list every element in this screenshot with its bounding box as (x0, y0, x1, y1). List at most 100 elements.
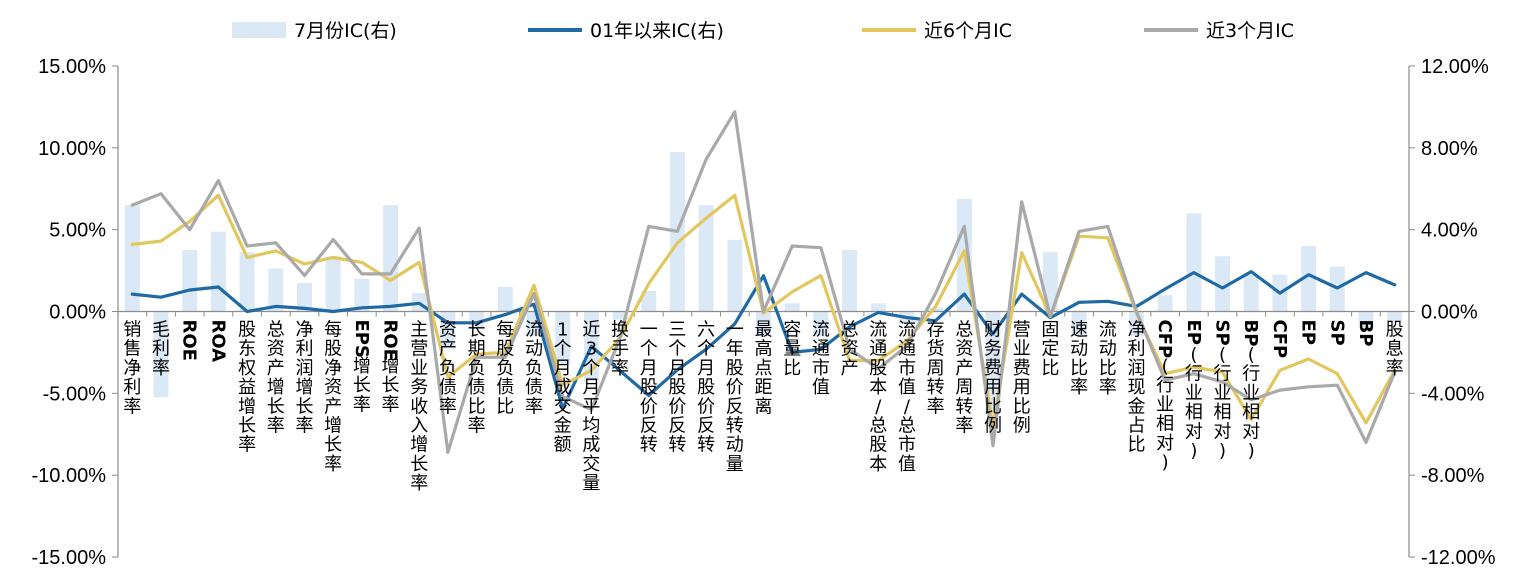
bar-30 (985, 311, 1001, 414)
bar-15 (555, 311, 571, 365)
svg-text:流: 流 (898, 320, 916, 341)
svg-text:总: 总 (841, 320, 859, 341)
axes-group: 15.00%10.00%5.00%0.00%-5.00%-10.00%-15.0… (32, 56, 1496, 569)
svg-text:周: 周 (927, 358, 945, 379)
svg-text:负: 负 (439, 358, 457, 379)
svg-text:业: 业 (1156, 394, 1174, 415)
svg-text:周: 周 (955, 377, 973, 398)
svg-text:债: 债 (525, 377, 543, 398)
svg-text:对: 对 (1185, 421, 1203, 442)
svg-text:利: 利 (152, 339, 170, 360)
svg-text:价: 价 (726, 377, 744, 398)
svg-text:近: 近 (582, 320, 600, 341)
svg-text:业: 业 (410, 358, 428, 379)
svg-text:率: 率 (611, 358, 629, 379)
svg-text:金: 金 (1127, 396, 1145, 417)
left-tick-label: -5.00% (43, 383, 107, 405)
svg-text:产: 产 (324, 396, 342, 417)
svg-text:成: 成 (554, 377, 572, 398)
svg-text:一: 一 (640, 320, 658, 341)
svg-text:利: 利 (123, 377, 141, 398)
svg-text:个: 个 (582, 358, 600, 379)
svg-text:行: 行 (1156, 375, 1174, 396)
bar-9 (383, 205, 399, 312)
svg-text:股: 股 (869, 435, 887, 456)
svg-text:(: ( (1162, 356, 1169, 377)
legend: 7月份IC(右) 01年以来IC(右) 近6个月IC 近3个月IC (232, 20, 1294, 42)
svg-text:权: 权 (238, 358, 256, 379)
svg-text:长: 长 (382, 375, 400, 396)
category-label: 换手率 (611, 320, 629, 379)
bar-44 (1387, 311, 1403, 322)
svg-text:比: 比 (496, 396, 514, 417)
left-tick-label: 0.00% (49, 302, 106, 324)
svg-text:增: 增 (295, 377, 313, 398)
svg-text:): ) (1219, 441, 1226, 462)
right-tick-label: 0.00% (1421, 302, 1478, 324)
svg-text:总: 总 (955, 320, 973, 341)
svg-text:/: / (875, 396, 882, 417)
category-label: 毛利率 (152, 320, 170, 379)
category-label: 固定比 (1041, 320, 1059, 379)
svg-text:价: 价 (668, 396, 686, 417)
svg-text:固: 固 (1041, 320, 1059, 341)
svg-text:CFP: CFP (1154, 320, 1175, 359)
bar-24 (813, 311, 829, 337)
svg-text:财: 财 (984, 320, 1002, 341)
right-tick-label: -8.00% (1421, 465, 1485, 487)
bar-0 (124, 205, 140, 312)
svg-text:(: ( (1219, 345, 1226, 366)
svg-text:SP: SP (1326, 320, 1347, 346)
svg-text:毛: 毛 (152, 320, 170, 341)
svg-text:金: 金 (554, 416, 572, 437)
svg-text:净: 净 (295, 320, 313, 341)
category-label: 股息率 (1386, 320, 1404, 379)
svg-text:月: 月 (640, 358, 658, 379)
svg-text:通: 通 (869, 339, 887, 360)
svg-text:股: 股 (869, 358, 887, 379)
svg-text:股: 股 (726, 358, 744, 379)
svg-text:市: 市 (898, 435, 916, 456)
left-tick-label: 10.00% (38, 138, 106, 160)
svg-text:月: 月 (697, 358, 715, 379)
svg-text:): ) (1248, 441, 1255, 462)
legend-label: 01年以来IC(右) (590, 20, 724, 42)
bar-20 (698, 205, 714, 312)
svg-text:营: 营 (410, 339, 428, 360)
svg-text:额: 额 (554, 435, 572, 456)
bar-3 (210, 231, 226, 312)
svg-text:比: 比 (783, 358, 801, 379)
svg-text:月: 月 (554, 358, 572, 379)
svg-text:转: 转 (697, 435, 715, 456)
svg-text:量: 量 (783, 339, 801, 360)
svg-text:现: 现 (1127, 377, 1145, 398)
svg-text:动: 动 (1070, 339, 1088, 360)
svg-text:增: 增 (238, 396, 256, 417)
bar-8 (354, 278, 370, 312)
svg-text:股: 股 (324, 339, 342, 360)
svg-text:例: 例 (1013, 416, 1031, 437)
svg-text:手: 手 (611, 339, 629, 360)
svg-text:本: 本 (869, 454, 887, 475)
svg-text:通: 通 (898, 339, 916, 360)
svg-text:利: 利 (1127, 339, 1145, 360)
svg-text:费: 费 (984, 358, 1002, 379)
svg-text:值: 值 (812, 377, 830, 398)
svg-text:业: 业 (1185, 383, 1203, 404)
svg-text:流: 流 (1099, 320, 1117, 341)
bar-36 (1157, 295, 1173, 312)
bar-23 (784, 303, 800, 312)
svg-text:总: 总 (869, 416, 887, 437)
svg-text:利: 利 (295, 339, 313, 360)
